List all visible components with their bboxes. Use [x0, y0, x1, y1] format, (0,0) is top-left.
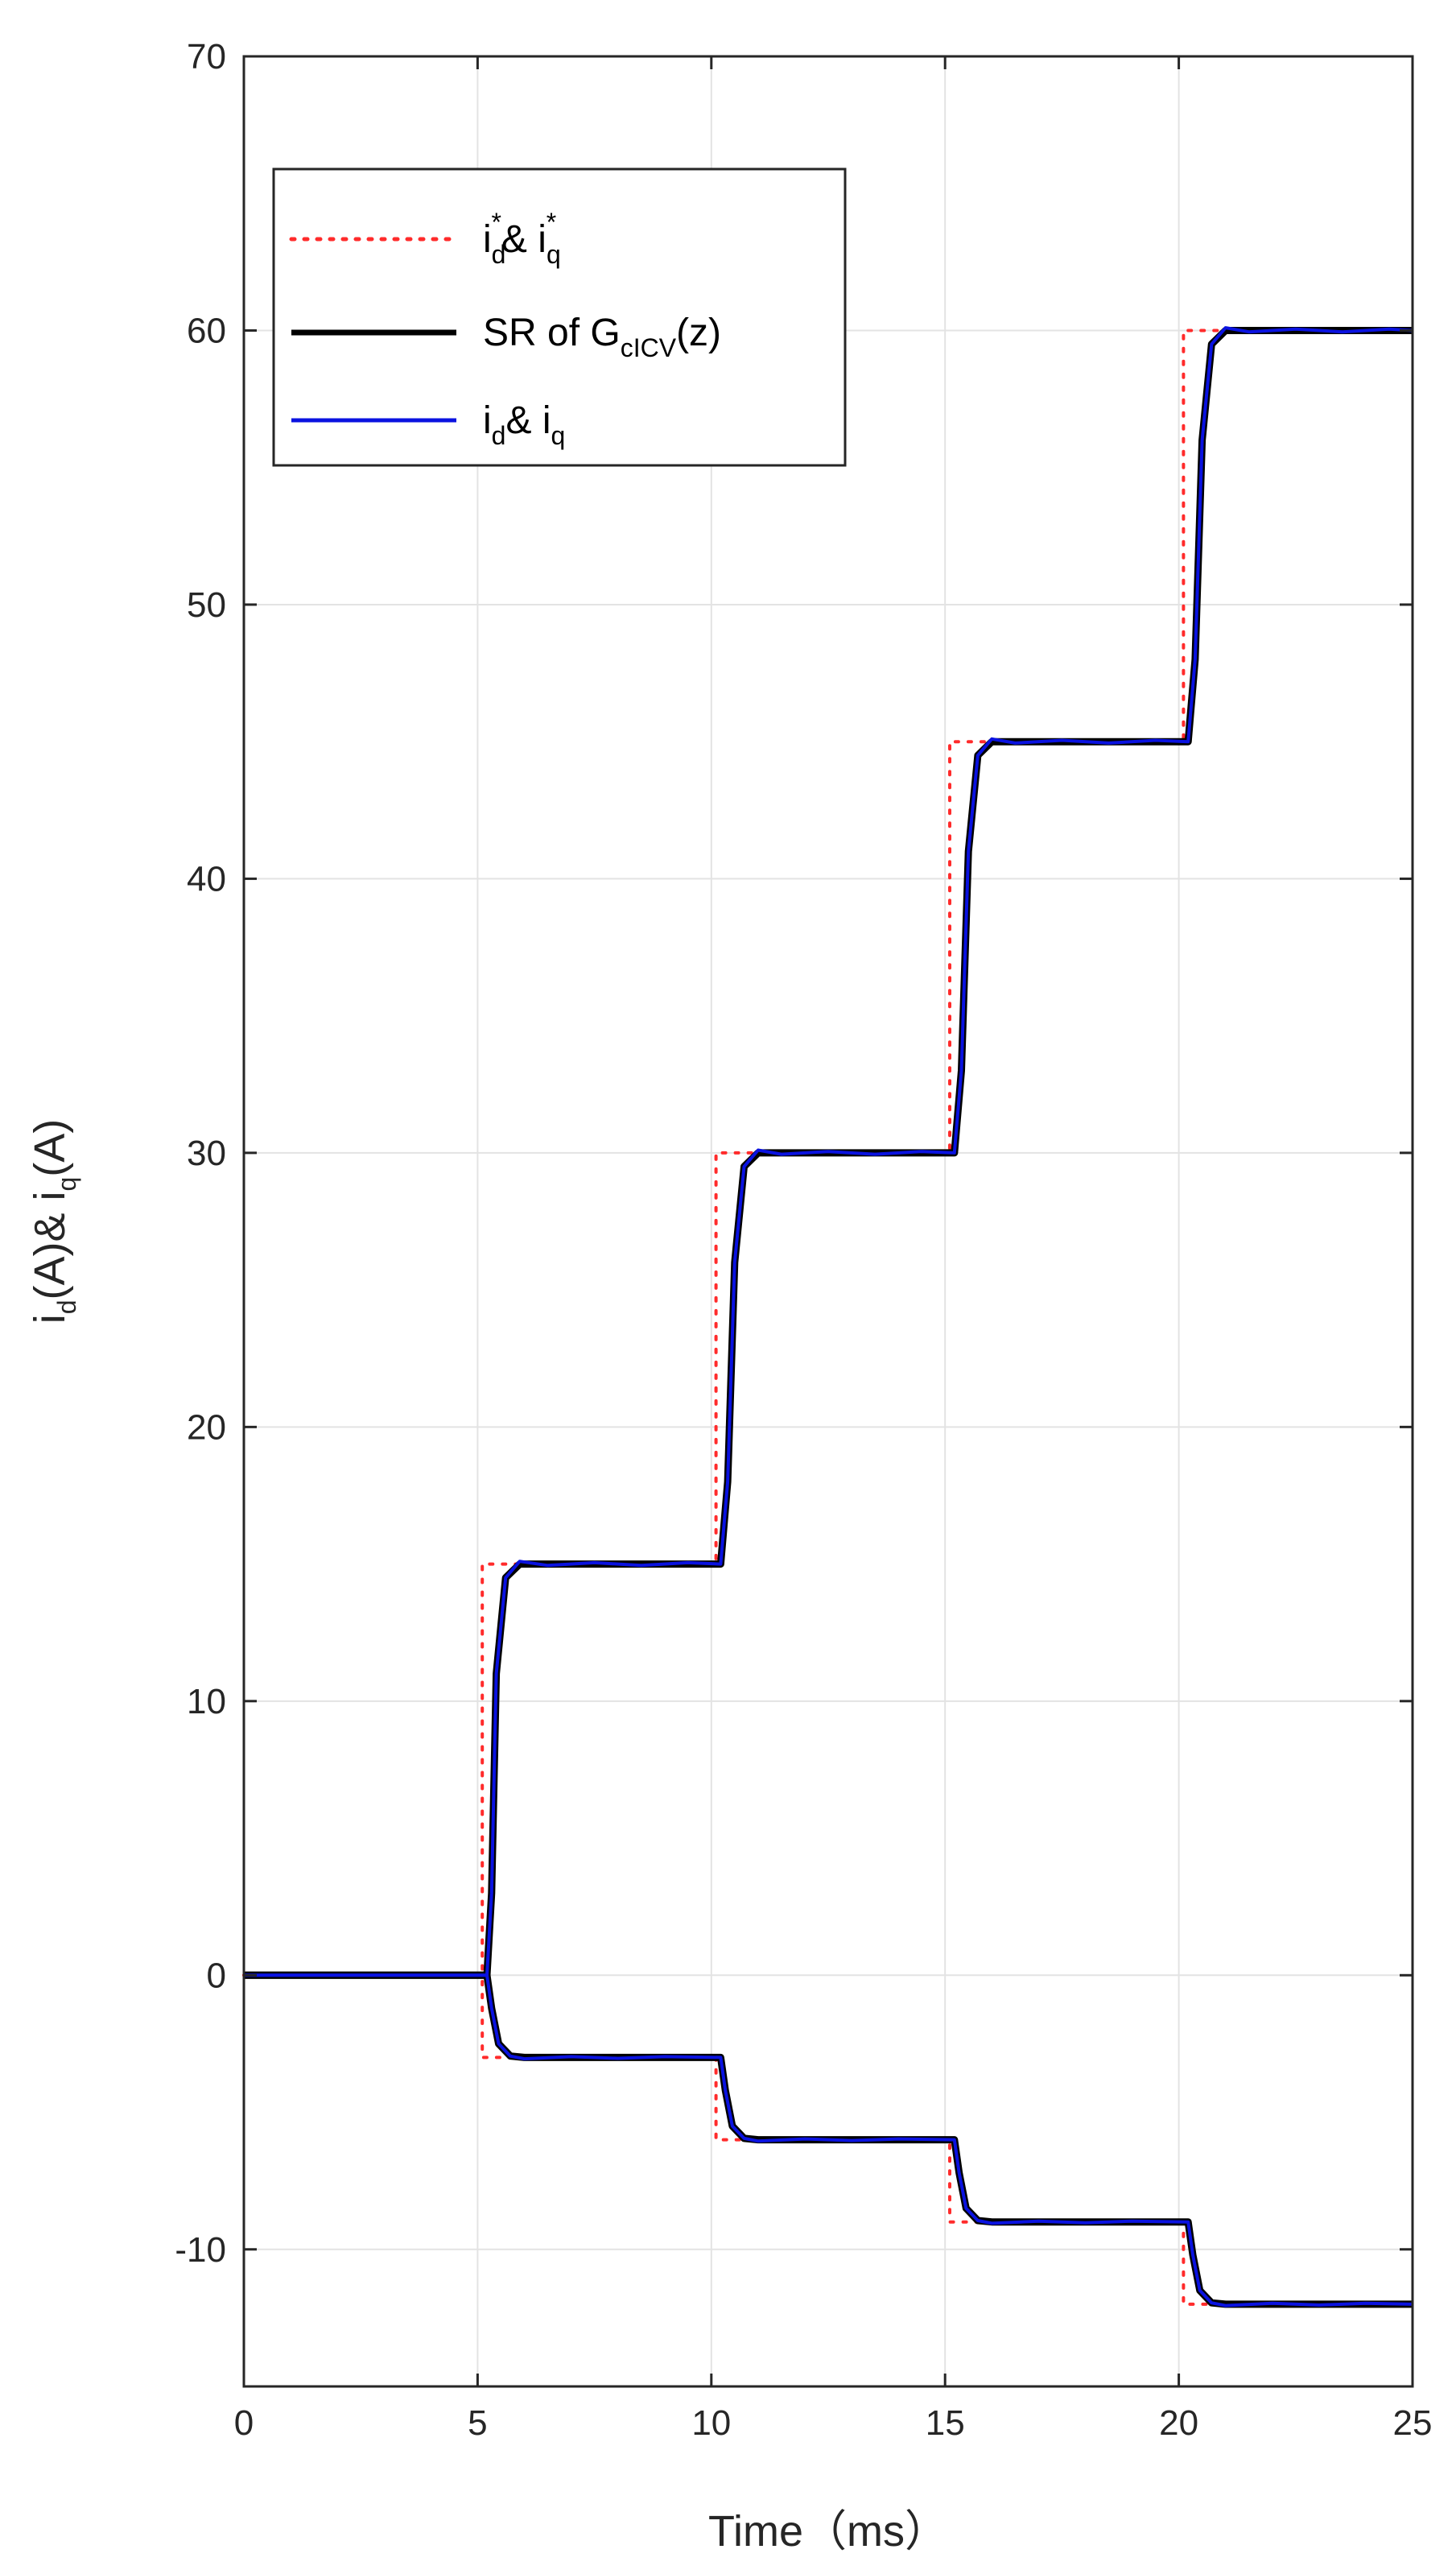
y-tick-label: 10: [187, 1682, 226, 1721]
label-part: d: [492, 421, 506, 450]
series-layer: [242, 326, 1414, 2308]
legend-label-reference: id *& iq *: [483, 208, 561, 269]
y-tick-label: 0: [207, 1956, 226, 1995]
label-part: *: [491, 208, 501, 237]
legend: id*& iq*SR of GcICV(z)id& iq: [272, 167, 847, 467]
label-part: (A): [26, 1119, 74, 1177]
label-part: cICV: [621, 333, 677, 362]
label-part: (A)& i: [26, 1191, 74, 1299]
y-tick-label: 50: [187, 585, 226, 625]
label-part: i: [483, 399, 492, 442]
legend-label-measured: id& iq: [483, 399, 565, 450]
series-line-measured-q: [244, 326, 1413, 1977]
y-tick-label: 30: [187, 1134, 226, 1173]
label-part: q: [551, 421, 565, 450]
legend-box: [272, 167, 847, 467]
label-part: q: [52, 1177, 81, 1192]
x-tick-label: 25: [1393, 2403, 1433, 2443]
y-tick-label: 20: [187, 1407, 226, 1447]
x-axis-label: Time（ms）: [708, 2507, 948, 2556]
label-part: i: [483, 218, 492, 261]
y-tick-label: -10: [175, 2230, 226, 2270]
label-part: q: [547, 240, 561, 269]
label-part: *: [547, 208, 556, 237]
legend-label-sr: SR of GcICV(z): [483, 312, 721, 362]
label-part: & i: [501, 218, 547, 261]
ticks: 0 5 10 15 20 25 -10 0 10 20 30 40 50 60 70: [175, 37, 1432, 2443]
plot-frame: [242, 55, 1414, 2388]
y-tick-label: 40: [187, 859, 226, 899]
label-part: d: [492, 240, 506, 269]
series-line-reference-d: [242, 1973, 1414, 2306]
x-tick-label: 0: [234, 2403, 254, 2443]
label-part: d: [52, 1299, 81, 1314]
y-tick-label: 60: [187, 311, 226, 350]
x-tick-label: 20: [1159, 2403, 1198, 2443]
label-part: SR of G: [483, 312, 621, 354]
x-tick-label: 10: [691, 2403, 731, 2443]
label-part: (z): [676, 312, 721, 354]
series-line-measured-d: [244, 1973, 1413, 2308]
label-part: & i: [505, 399, 551, 442]
x-tick-label: 15: [926, 2403, 965, 2443]
y-axis-label: id(A)& iq(A): [26, 1119, 81, 1324]
y-tick-label: 70: [187, 37, 226, 76]
label-part: i: [26, 1314, 74, 1324]
x-tick-label: 5: [468, 2403, 487, 2443]
